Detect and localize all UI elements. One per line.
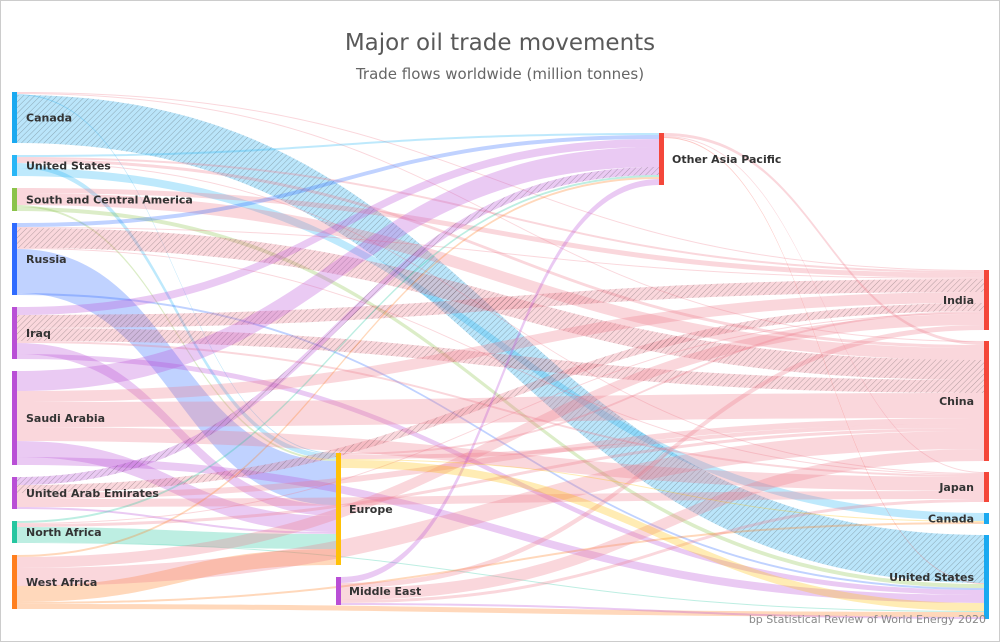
node-src_iraq[interactable] <box>12 307 17 359</box>
link-src_canada-to-europe[interactable] <box>17 94 336 454</box>
node-label-dst_china: China <box>939 395 974 408</box>
link-src_us-to-dst_india[interactable] <box>17 157 984 273</box>
node-mideast[interactable] <box>336 577 341 605</box>
node-src_wafrica[interactable] <box>12 555 17 609</box>
link-hatch-src_iraq-to-dst_india <box>17 279 984 328</box>
link-src_us-to-oap[interactable] <box>17 133 659 157</box>
link-src_wafrica-to-dst_india[interactable] <box>17 314 984 568</box>
link-src_us-to-dst_china[interactable] <box>17 159 984 348</box>
link-src_wafrica-to-europe[interactable] <box>17 549 336 602</box>
link-src_wafrica-to-dst_china[interactable] <box>17 431 984 586</box>
link-src_us-to-dst_canada[interactable] <box>17 168 984 521</box>
link-src_saudi-to-dst_japan[interactable] <box>17 427 984 491</box>
link-src_us-to-europe[interactable] <box>17 163 336 459</box>
link-src_sca-to-dst_india[interactable] <box>17 188 984 278</box>
chart-title: Major oil trade movements <box>344 30 656 56</box>
link-mideast-to-dst_japan[interactable] <box>341 499 984 603</box>
source-credit: bp Statistical Review of World Energy 20… <box>748 613 986 626</box>
link-europe-to-dst_china[interactable] <box>341 424 984 459</box>
link-src_wafrica-to-dst_canada[interactable] <box>17 522 984 604</box>
link-src_uae-to-dst_japan[interactable] <box>17 491 984 507</box>
node-label-src_wafrica: West Africa <box>26 576 97 589</box>
node-label-src_canada: Canada <box>26 112 72 125</box>
link-src_russia-to-dst_us[interactable] <box>17 293 984 590</box>
link-src_iraq-to-europe[interactable] <box>17 343 336 516</box>
link-src_uae-to-europe[interactable] <box>17 507 336 534</box>
link-src_nafrica-to-dst_india[interactable] <box>17 313 984 524</box>
link-src_nafrica-to-europe[interactable] <box>17 527 336 549</box>
node-label-src_uae: United Arab Emirates <box>26 487 159 500</box>
node-label-dst_canada: Canada <box>928 513 974 526</box>
chart-subtitle: Trade flows worldwide (million tonnes) <box>355 65 645 83</box>
node-src_saudi[interactable] <box>12 371 17 465</box>
node-label-dst_japan: Japan <box>938 481 974 494</box>
node-label-src_saudi: Saudi Arabia <box>26 412 105 425</box>
link-src_saudi-to-oap[interactable] <box>17 147 659 391</box>
node-label-dst_us: United States <box>889 571 974 584</box>
link-src_nafrica-to-dst_china[interactable] <box>17 428 984 527</box>
link-src_saudi-to-dst_india[interactable] <box>17 292 984 402</box>
link-src_nafrica-to-dst_us[interactable] <box>17 542 984 612</box>
links-layer <box>17 92 984 619</box>
node-src_nafrica[interactable] <box>12 521 17 543</box>
node-label-oap: Other Asia Pacific <box>672 153 781 166</box>
node-src_uae[interactable] <box>12 477 17 509</box>
link-src_nafrica-to-oap[interactable] <box>17 175 659 523</box>
node-dst_china[interactable] <box>984 341 989 461</box>
node-label-mideast: Middle East <box>349 585 421 598</box>
link-hatch-src_iraq-to-dst_china <box>17 328 984 393</box>
link-mideast-to-dst_china[interactable] <box>341 449 984 600</box>
node-oap[interactable] <box>659 133 664 185</box>
link-src_canada-to-dst_india[interactable] <box>17 92 984 271</box>
node-label-src_nafrica: North Africa <box>26 526 102 539</box>
node-src_russia[interactable] <box>12 223 17 295</box>
node-dst_us[interactable] <box>984 535 989 619</box>
node-label-dst_india: India <box>943 294 974 307</box>
link-src_russia-to-oap[interactable] <box>17 135 659 227</box>
link-src_russia-to-dst_india[interactable] <box>17 227 984 279</box>
link-src_wafrica-to-oap[interactable] <box>17 177 659 557</box>
link-mideast-to-dst_us[interactable] <box>341 603 984 619</box>
link-hatch-src_uae-to-oap <box>17 167 659 485</box>
nodes-layer: Canada United States South and Central Ame… <box>12 92 989 619</box>
node-label-src_iraq: Iraq <box>26 327 51 340</box>
link-src_wafrica-to-dst_us[interactable] <box>17 604 984 617</box>
node-dst_japan[interactable] <box>984 472 989 502</box>
link-mideast-to-oap[interactable] <box>341 179 659 583</box>
link-mideast-to-dst_india[interactable] <box>341 325 984 588</box>
link-src_saudi-to-dst_us[interactable] <box>17 457 984 603</box>
link-europe-to-dst_canada[interactable] <box>341 459 984 522</box>
link-europe-to-dst_us[interactable] <box>341 460 984 611</box>
node-dst_india[interactable] <box>984 270 989 330</box>
link-hatch-src_uae-to-dst_india <box>17 303 984 493</box>
link-oap-to-dst_japan[interactable] <box>664 136 984 473</box>
link-src_sca-to-dst_china[interactable] <box>17 193 984 360</box>
node-src_us[interactable] <box>12 155 17 176</box>
link-src_saudi-to-europe[interactable] <box>17 441 336 532</box>
node-src_sca[interactable] <box>12 188 17 211</box>
link-src_russia-to-europe[interactable] <box>17 249 336 505</box>
link-src_iraq-to-oap[interactable] <box>17 139 659 315</box>
node-label-europe: Europe <box>349 503 393 516</box>
link-oap-to-dst_us[interactable] <box>664 137 984 584</box>
node-label-src_sca: South and Central America <box>26 194 193 207</box>
node-src_canada[interactable] <box>12 92 17 143</box>
link-europe-to-dst_india[interactable] <box>341 311 984 455</box>
node-label-src_russia: Russia <box>26 253 67 266</box>
link-oap-to-dst_china[interactable] <box>664 133 984 345</box>
node-label-src_us: United States <box>26 160 111 173</box>
node-dst_canada[interactable] <box>984 513 989 524</box>
link-hatch-src_canada-to-dst_us <box>17 95 984 583</box>
link-src_uae-to-dst_china[interactable] <box>17 418 984 499</box>
link-src_us-to-dst_japan[interactable] <box>17 162 984 474</box>
link-src_iraq-to-dst_us[interactable] <box>17 354 984 595</box>
link-src_iraq-to-dst_japan[interactable] <box>17 341 984 477</box>
link-src_canada-to-dst_china[interactable] <box>17 93 984 342</box>
node-europe[interactable] <box>336 453 341 565</box>
